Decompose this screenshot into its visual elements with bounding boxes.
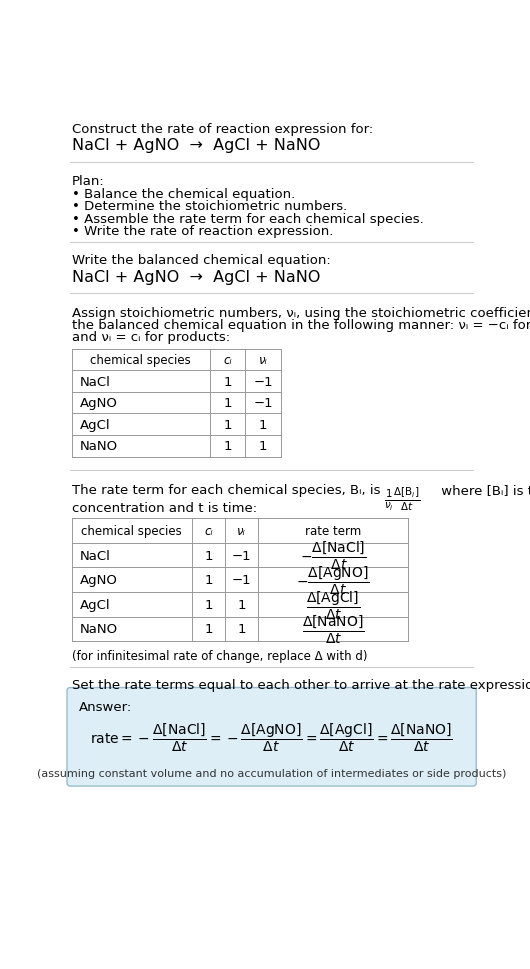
Text: 1: 1 — [204, 623, 213, 636]
Text: νᵢ: νᵢ — [237, 524, 246, 538]
Text: Assign stoichiometric numbers, νᵢ, using the stoichiometric coefficients, cᵢ, fr: Assign stoichiometric numbers, νᵢ, using… — [72, 306, 530, 319]
FancyBboxPatch shape — [67, 688, 476, 786]
Text: 1: 1 — [204, 574, 213, 586]
Text: concentration and t is time:: concentration and t is time: — [72, 502, 257, 515]
Text: 1: 1 — [259, 440, 267, 453]
Text: Set the rate terms equal to each other to arrive at the rate expression:: Set the rate terms equal to each other t… — [72, 678, 530, 692]
Text: AgCl: AgCl — [80, 598, 110, 611]
Text: 1: 1 — [223, 396, 232, 410]
Text: NaCl + AgNO  →  AgCl + NaNO: NaCl + AgNO → AgCl + NaNO — [72, 138, 320, 153]
Text: chemical species: chemical species — [82, 524, 182, 538]
Text: 1: 1 — [223, 419, 232, 431]
Text: $\dfrac{\Delta[\mathrm{AgCl}]}{\Delta t}$: $\dfrac{\Delta[\mathrm{AgCl}]}{\Delta t}… — [306, 588, 360, 621]
Text: $-\dfrac{\Delta[\mathrm{NaCl}]}{\Delta t}$: $-\dfrac{\Delta[\mathrm{NaCl}]}{\Delta t… — [300, 540, 366, 572]
Text: and νᵢ = cᵢ for products:: and νᵢ = cᵢ for products: — [72, 330, 230, 344]
Text: AgNO: AgNO — [80, 574, 117, 586]
Text: −1: −1 — [253, 396, 273, 410]
Text: (for infinitesimal rate of change, replace Δ with d): (for infinitesimal rate of change, repla… — [72, 649, 367, 663]
Text: where [Bᵢ] is the amount: where [Bᵢ] is the amount — [437, 484, 530, 496]
Text: Write the balanced chemical equation:: Write the balanced chemical equation: — [72, 254, 330, 266]
Text: 1: 1 — [204, 598, 213, 611]
Text: • Determine the stoichiometric numbers.: • Determine the stoichiometric numbers. — [72, 201, 347, 213]
Text: −1: −1 — [232, 574, 252, 586]
Text: $\dfrac{\Delta[\mathrm{NaNO}]}{\Delta t}$: $\dfrac{\Delta[\mathrm{NaNO}]}{\Delta t}… — [302, 613, 365, 645]
Text: $-\dfrac{\Delta[\mathrm{AgNO}]}{\Delta t}$: $-\dfrac{\Delta[\mathrm{AgNO}]}{\Delta t… — [296, 564, 370, 596]
Text: • Assemble the rate term for each chemical species.: • Assemble the rate term for each chemic… — [72, 212, 423, 226]
Text: 1: 1 — [237, 623, 246, 636]
Text: $\mathrm{rate} = -\dfrac{\Delta[\mathrm{NaCl}]}{\Delta t} = -\dfrac{\Delta[\math: $\mathrm{rate} = -\dfrac{\Delta[\mathrm{… — [90, 721, 453, 753]
Text: NaNO: NaNO — [80, 623, 118, 636]
Text: 1: 1 — [204, 549, 213, 562]
Text: (assuming constant volume and no accumulation of intermediates or side products): (assuming constant volume and no accumul… — [37, 767, 506, 778]
Text: cᵢ: cᵢ — [223, 354, 232, 366]
Text: rate term: rate term — [305, 524, 361, 538]
Text: chemical species: chemical species — [90, 354, 191, 366]
Text: • Write the rate of reaction expression.: • Write the rate of reaction expression. — [72, 225, 333, 237]
Text: −1: −1 — [253, 375, 273, 389]
Text: NaCl: NaCl — [80, 549, 110, 562]
Text: 1: 1 — [259, 419, 267, 431]
Text: Answer:: Answer: — [78, 701, 132, 713]
Text: νᵢ: νᵢ — [259, 354, 268, 366]
Text: NaNO: NaNO — [80, 440, 118, 453]
Text: 1: 1 — [223, 375, 232, 389]
Text: 1: 1 — [237, 598, 246, 611]
Text: AgNO: AgNO — [80, 396, 117, 410]
Text: AgCl: AgCl — [80, 419, 110, 431]
Text: $\frac{1}{\nu_i}\frac{\Delta[\mathrm{B}_i]}{\Delta t}$: $\frac{1}{\nu_i}\frac{\Delta[\mathrm{B}_… — [384, 485, 421, 513]
Text: The rate term for each chemical species, Bᵢ, is: The rate term for each chemical species,… — [72, 484, 384, 496]
Text: Construct the rate of reaction expression for:: Construct the rate of reaction expressio… — [72, 122, 373, 136]
Text: the balanced chemical equation in the following manner: νᵢ = −cᵢ for reactants: the balanced chemical equation in the fo… — [72, 319, 530, 331]
Text: NaCl: NaCl — [80, 375, 110, 389]
Text: cᵢ: cᵢ — [204, 524, 213, 538]
Text: NaCl + AgNO  →  AgCl + NaNO: NaCl + AgNO → AgCl + NaNO — [72, 269, 320, 284]
Text: • Balance the chemical equation.: • Balance the chemical equation. — [72, 188, 295, 201]
Text: −1: −1 — [232, 549, 252, 562]
Text: Plan:: Plan: — [72, 174, 104, 188]
Text: 1: 1 — [223, 440, 232, 453]
